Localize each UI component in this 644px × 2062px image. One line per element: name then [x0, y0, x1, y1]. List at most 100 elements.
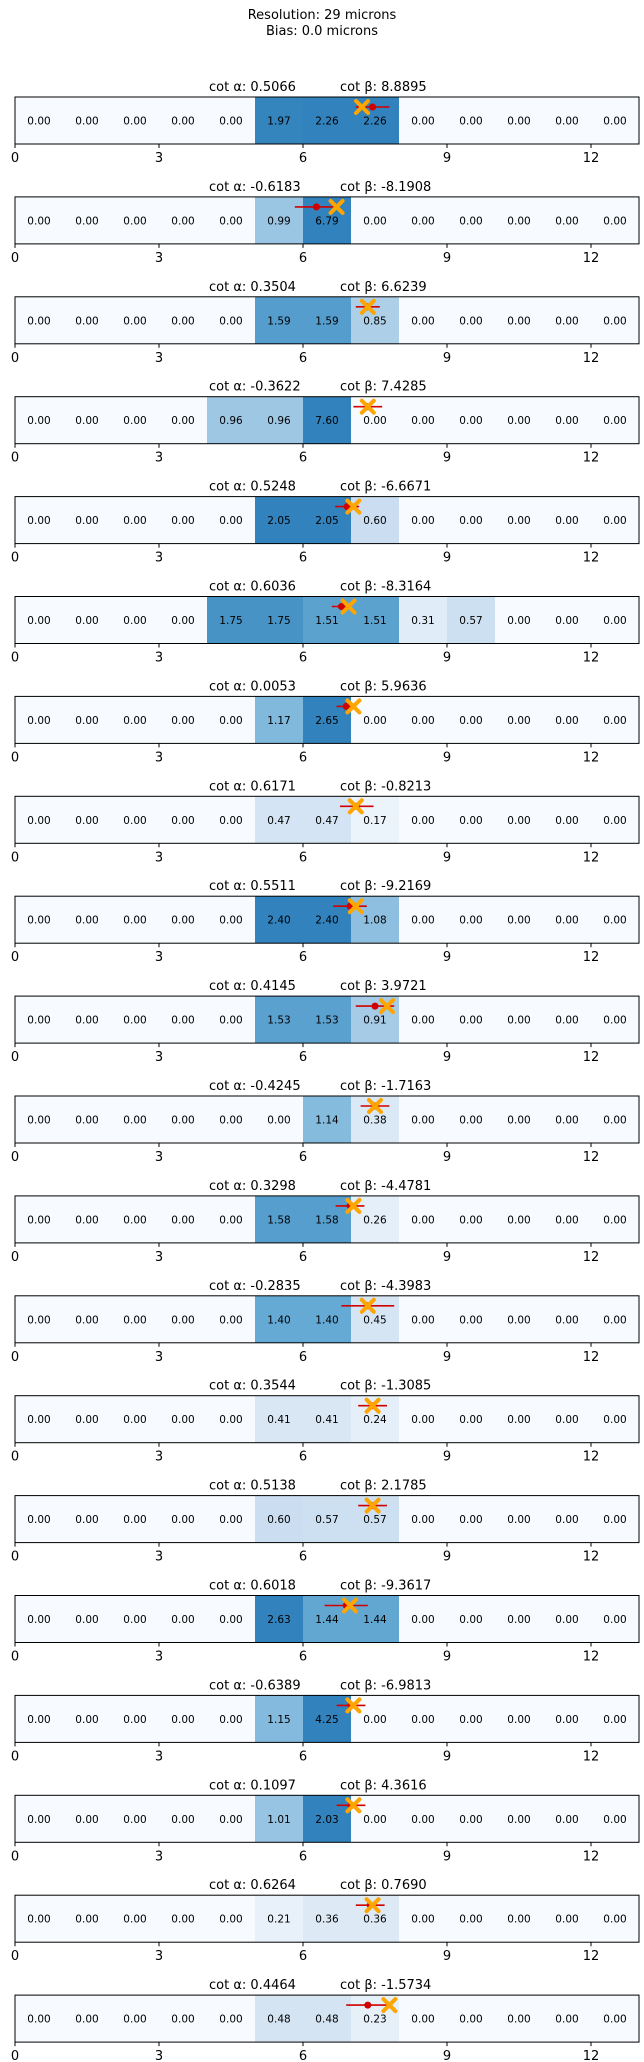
heatmap-cell	[447, 1096, 495, 1143]
x-tick-label: 9	[443, 251, 451, 266]
heatmap-cell	[591, 1895, 639, 1943]
heatmap-cell	[591, 796, 639, 844]
true-position-marker	[364, 1497, 381, 1514]
x-tick-label: 0	[11, 451, 19, 466]
x-tick-label: 12	[583, 1650, 600, 1665]
cell-value-label: 2.26	[315, 116, 339, 128]
plot-frame	[14, 1395, 640, 1444]
heatmap-cell	[303, 1695, 351, 1743]
heatmap-cell	[207, 996, 255, 1044]
cell-value-label: 0.45	[363, 1314, 386, 1326]
heatmap-cell	[255, 97, 303, 144]
cell-value-label: 0.00	[555, 815, 578, 827]
cell-value-label: 2.40	[315, 915, 338, 927]
heatmap-cell	[399, 296, 447, 344]
cell-value-label: 0.00	[27, 915, 50, 927]
cell-value-label: 0.00	[27, 1614, 50, 1626]
cell-value-label: 0.00	[27, 1914, 50, 1926]
heatmap-cell	[255, 1995, 303, 2043]
cell-value-label: 0.00	[75, 2014, 98, 2026]
heatmap-cell	[303, 1395, 351, 1443]
cell-value-label: 0.00	[555, 1015, 578, 1027]
heatmap-cell	[255, 696, 303, 744]
cell-value-label: 0.00	[555, 1214, 578, 1226]
cell-value-label: 0.48	[315, 2014, 338, 2026]
cot-beta-title: cot β: -4.4781	[340, 1179, 431, 1194]
heatmap-cell	[495, 1995, 543, 2043]
cot-alpha-title: cot α: -0.6389	[209, 1678, 301, 1693]
x-tick-label: 6	[299, 1949, 307, 1964]
heatmap-cell	[15, 97, 63, 144]
cell-value-label: 0.60	[363, 515, 386, 527]
heatmap-cell	[207, 1795, 255, 1843]
cell-value-label: 0.00	[507, 1814, 530, 1826]
heatmap-cell	[15, 1895, 63, 1943]
true-position-marker	[359, 298, 376, 315]
x-tick-label: 9	[443, 1849, 451, 1864]
cell-value-label: 0.00	[123, 1314, 146, 1326]
heatmap-cell	[495, 1395, 543, 1443]
heatmap-cell	[543, 97, 591, 144]
cell-value-label: 0.00	[123, 1614, 146, 1626]
cell-value-label: 0.00	[75, 1115, 98, 1127]
x-tick-label: 12	[583, 2049, 600, 2062]
heatmap-cell	[63, 1895, 111, 1943]
heatmap-cell	[63, 496, 111, 544]
true-position-marker	[354, 99, 371, 115]
heatmap-cell	[543, 796, 591, 844]
heatmap-cell	[447, 596, 495, 644]
cell-value-label: 0.00	[603, 1015, 626, 1027]
cell-value-label: 1.08	[363, 915, 386, 927]
heatmap-cell	[207, 1295, 255, 1343]
cot-alpha-title: cot α: 0.5138	[209, 1479, 296, 1494]
cell-value-label: 1.75	[267, 615, 290, 627]
heatmap-cell	[399, 996, 447, 1044]
cell-value-label: 0.00	[75, 515, 98, 527]
cot-alpha-title: cot α: 0.1097	[209, 1778, 296, 1793]
cell-value-label: 0.00	[603, 1314, 626, 1326]
cell-value-label: 0.00	[555, 2014, 578, 2026]
cell-value-label: 0.00	[27, 315, 50, 327]
plot-frame	[14, 1195, 640, 1244]
heatmap-cell	[399, 1295, 447, 1343]
chart-panel: cot α: 0.5138 cot β: 2.1785 0.00 0.00 0.00 0.…	[11, 1479, 640, 1565]
cot-alpha-title: cot α: 0.4464	[209, 1978, 296, 1993]
heatmap-cell	[207, 1195, 255, 1243]
heatmap-cell	[447, 196, 495, 244]
x-tick-label: 12	[583, 1749, 600, 1764]
cot-alpha-title: cot α: 0.4145	[209, 979, 296, 994]
true-position-marker	[381, 1997, 398, 2014]
chart-panel: cot α: 0.5066 cot β: 8.8895 0.00 0.00 0.00 0.…	[11, 80, 640, 166]
heatmap-cell	[399, 1895, 447, 1943]
x-tick-label: 12	[583, 1450, 600, 1465]
cell-value-label: 2.40	[267, 915, 290, 927]
x-tick-label: 0	[11, 1949, 19, 1964]
cell-value-label: 1.75	[219, 615, 242, 627]
x-tick-label: 3	[155, 551, 163, 566]
heatmap-cell	[351, 196, 399, 244]
heatmap-cell	[399, 1995, 447, 2043]
heatmap-cell	[543, 196, 591, 244]
cot-beta-title: cot β: -0.8213	[340, 779, 431, 794]
x-tick-label: 6	[299, 251, 307, 266]
heatmap-cell	[63, 896, 111, 944]
heatmap-cell	[399, 896, 447, 944]
cell-value-label: 0.00	[123, 215, 146, 227]
x-tick-label: 3	[155, 1250, 163, 1265]
heatmap-cell	[111, 1295, 159, 1343]
cell-value-label: 0.00	[411, 1814, 434, 1826]
cell-value-label: 0.00	[171, 1115, 194, 1127]
heatmap-cell	[15, 1195, 63, 1243]
cell-value-label: 0.00	[603, 1115, 626, 1127]
cell-value-label: 0.00	[411, 1714, 434, 1726]
x-tick-label: 3	[155, 1450, 163, 1465]
cell-value-label: 0.00	[507, 415, 530, 427]
heatmap-cell	[495, 296, 543, 344]
heatmap-cell	[399, 97, 447, 144]
heatmap-cell	[63, 1096, 111, 1143]
cell-value-label: 0.00	[171, 1814, 194, 1826]
x-tick-label: 6	[299, 750, 307, 765]
cell-value-label: 0.00	[603, 815, 626, 827]
heatmap-cell	[255, 1195, 303, 1243]
cot-alpha-title: cot α: -0.4245	[209, 1079, 301, 1094]
